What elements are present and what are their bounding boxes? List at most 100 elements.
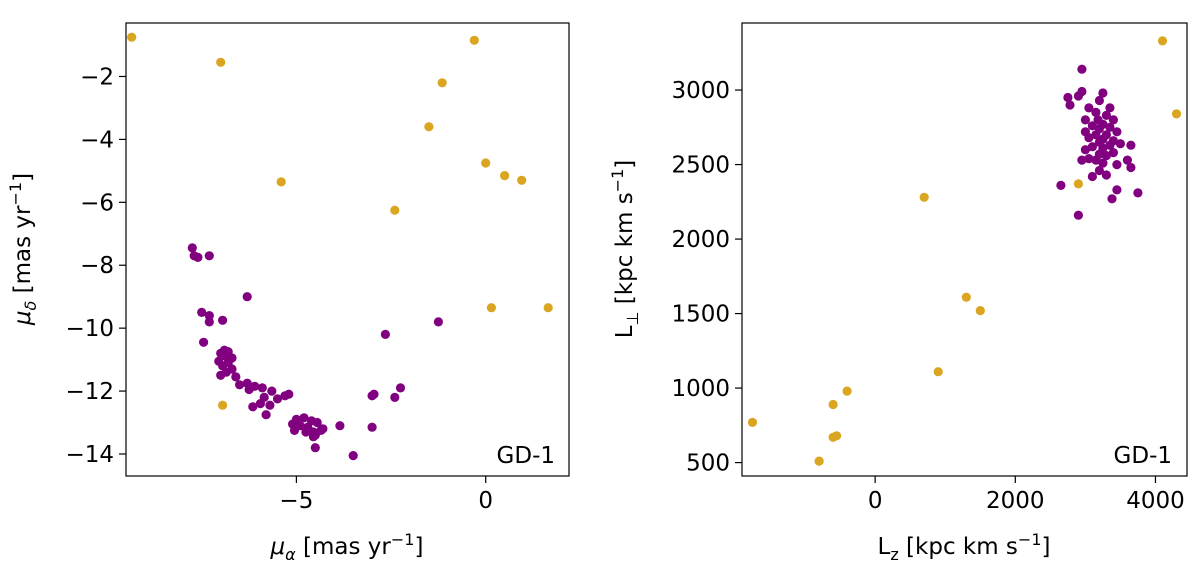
left-non-members-point bbox=[216, 57, 226, 67]
left-y-tick-label: −12 bbox=[65, 379, 114, 405]
right-members-point bbox=[1077, 86, 1087, 97]
left-non-members-point bbox=[469, 35, 479, 45]
right-members-point bbox=[1105, 122, 1115, 132]
right-ylabel-sup: −1 bbox=[608, 169, 627, 193]
left-members-point bbox=[301, 427, 311, 437]
left-members-point bbox=[204, 317, 214, 327]
left-members-point bbox=[380, 329, 390, 339]
left-members-point bbox=[216, 370, 226, 380]
left-members-point bbox=[235, 380, 245, 390]
left-plot-frame bbox=[125, 22, 570, 477]
left-ylabel-text: [mas yr bbox=[10, 205, 36, 301]
right-members-point bbox=[1115, 139, 1125, 149]
right-y-tick-label: 1500 bbox=[671, 302, 730, 328]
left-y-tick-label: −2 bbox=[80, 64, 114, 90]
right-annotation: GD-1 bbox=[1114, 443, 1172, 469]
left-x-axis-label: μα [mas yr−1] bbox=[270, 530, 424, 563]
right-non-members-point bbox=[1157, 36, 1168, 46]
left-y-axis-label: μδ [mas yr−1] bbox=[6, 173, 40, 326]
right-y-tick-label: 1000 bbox=[671, 376, 730, 402]
right-members-point bbox=[1087, 142, 1097, 152]
left-members-point bbox=[390, 392, 400, 402]
left-members-point bbox=[267, 386, 277, 396]
left-members-point bbox=[367, 391, 377, 401]
left-members-point bbox=[284, 389, 294, 399]
right-x-tick-label: 4000 bbox=[1126, 488, 1185, 514]
left-members-point bbox=[197, 307, 207, 317]
left-members-point bbox=[242, 292, 252, 302]
right-x-ticks: 0 2000 4000 bbox=[868, 476, 1185, 514]
left-members-point bbox=[395, 383, 406, 393]
right-members-point bbox=[1112, 160, 1122, 170]
right-members-point bbox=[1105, 140, 1115, 150]
right-non-members-point bbox=[1171, 109, 1182, 119]
left-y-tick-label: −6 bbox=[80, 190, 114, 216]
right-ylabel-sub: ⊥ bbox=[623, 312, 642, 326]
right-members-point bbox=[1126, 140, 1136, 150]
left-members-point bbox=[257, 383, 267, 393]
right-points bbox=[747, 36, 1182, 466]
left-members-point bbox=[244, 384, 254, 395]
right-members-point bbox=[1065, 100, 1075, 110]
left-members-point bbox=[335, 421, 345, 431]
right-y-tick-label: 2000 bbox=[671, 227, 730, 253]
left-members-point bbox=[187, 243, 197, 253]
left-annotation: GD-1 bbox=[497, 443, 555, 469]
right-members-point bbox=[1073, 210, 1083, 220]
right-members-point bbox=[1107, 194, 1117, 204]
right-x-tick-label: 0 bbox=[868, 488, 883, 514]
left-ylabel-sub: δ bbox=[21, 300, 40, 310]
right-x-axis-label: Lz [kpc km s−1] bbox=[878, 530, 1051, 563]
right-plot-frame bbox=[741, 22, 1188, 477]
left-members-point bbox=[272, 394, 283, 404]
right-members-point bbox=[1126, 162, 1136, 173]
right-members-point bbox=[1094, 95, 1104, 106]
left-members-point bbox=[367, 422, 377, 432]
left-non-members-point bbox=[500, 171, 510, 181]
right-xlabel-text: [kpc km s bbox=[899, 534, 1018, 560]
right-members-point bbox=[1077, 64, 1087, 74]
left-members-point bbox=[231, 372, 241, 382]
left-members-point bbox=[255, 399, 265, 409]
right-members-point bbox=[1080, 115, 1090, 125]
left-members-point bbox=[204, 251, 214, 261]
left-y-tick-label: −4 bbox=[80, 127, 114, 153]
right-members-point bbox=[1108, 115, 1118, 125]
left-non-members-point bbox=[218, 400, 228, 410]
right-ylabel-base: L bbox=[612, 325, 638, 338]
left-members-point bbox=[433, 317, 443, 327]
left-panel: −5 0 −14−12−10−8−6−4−2 GD-1 μα [mas yr−1]… bbox=[6, 22, 570, 563]
right-non-members-point bbox=[933, 367, 943, 377]
left-members-point bbox=[218, 315, 228, 325]
left-xlabel-sub: α bbox=[285, 545, 296, 563]
right-non-members-point bbox=[1073, 179, 1083, 189]
right-y-tick-label: 500 bbox=[686, 451, 730, 477]
left-points bbox=[127, 32, 553, 461]
left-members-point bbox=[310, 443, 320, 453]
left-non-members-point bbox=[486, 303, 496, 313]
right-members-point bbox=[1091, 155, 1101, 165]
left-non-members-point bbox=[481, 158, 491, 168]
right-members-point bbox=[1063, 92, 1073, 103]
left-members-point bbox=[204, 311, 214, 321]
left-non-members-point bbox=[127, 32, 137, 42]
left-ylabel-sup: −1 bbox=[6, 182, 25, 206]
left-non-members-point bbox=[543, 303, 553, 313]
right-members-point bbox=[1133, 188, 1143, 198]
right-members-point bbox=[1112, 185, 1122, 195]
right-y-ticks: 500 1000 1500 2000 2500 3000 bbox=[671, 78, 742, 477]
right-members-point bbox=[1091, 107, 1101, 117]
right-members-point bbox=[1091, 130, 1101, 140]
right-members-point bbox=[1084, 154, 1094, 164]
right-non-members-point bbox=[961, 292, 971, 302]
left-members-point bbox=[312, 417, 322, 428]
left-y-ticks: −14 −12 −10 −8 −6 −4 −2 bbox=[65, 64, 126, 468]
right-members-point bbox=[1112, 127, 1122, 137]
left-members-point bbox=[265, 400, 275, 410]
right-members-point bbox=[1101, 110, 1111, 120]
right-xlabel-sub: z bbox=[890, 545, 898, 563]
left-members-point bbox=[199, 337, 209, 347]
right-xlabel-base: L bbox=[878, 534, 891, 560]
left-members-point bbox=[248, 402, 258, 412]
